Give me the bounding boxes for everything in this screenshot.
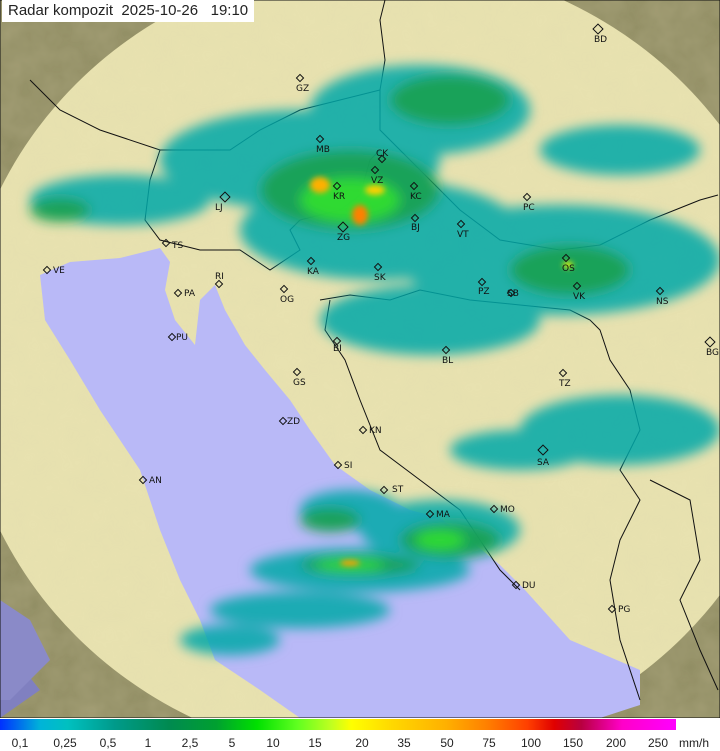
city-label: SB	[507, 289, 519, 299]
adriatic-sea	[40, 248, 640, 718]
tyrrhenian-sea	[0, 600, 50, 700]
city-label: GS	[293, 378, 306, 388]
radar-map	[0, 0, 720, 718]
city-label: ST	[392, 485, 404, 495]
city-label: PZ	[478, 287, 490, 297]
city-label: KN	[369, 426, 382, 436]
city-label: PG	[618, 605, 631, 615]
city-label: NS	[656, 297, 669, 307]
city-label: MO	[500, 505, 515, 515]
legend-tick-label: 5	[228, 736, 236, 750]
city-label: TZ	[559, 379, 571, 389]
city-label: SI	[344, 461, 353, 471]
city-label: KA	[307, 267, 319, 277]
city-label: KC	[410, 192, 422, 202]
city-label: RI	[215, 272, 224, 282]
city-label: VZ	[371, 176, 384, 186]
legend-tick-label: 10	[266, 736, 280, 750]
legend-tick-label: 1	[144, 736, 152, 750]
radar-echoes	[30, 65, 720, 655]
city-label: SA	[537, 458, 550, 468]
legend-tick-label: 20	[355, 736, 369, 750]
legend-tick-label: 35	[397, 736, 411, 750]
city-label: BL	[442, 356, 454, 366]
city-label: PC	[523, 203, 535, 213]
map-title: Radar kompozit 2025-10-26 19:10	[2, 0, 255, 22]
legend-tick-label: 0,1	[11, 736, 29, 750]
legend-tick-label: 100	[520, 736, 542, 750]
city-label: PA	[184, 289, 196, 299]
city-label: BI	[333, 344, 342, 354]
city-label: MA	[436, 510, 450, 520]
legend-tick-label: 75	[482, 736, 496, 750]
legend-tick-label: 15	[308, 736, 322, 750]
city-label: ZD	[287, 417, 301, 427]
city-label: BJ	[411, 223, 420, 233]
legend-tick-label: 0,25	[53, 736, 77, 750]
legend-tick-label: 50	[440, 736, 454, 750]
city-label: TS	[172, 241, 184, 251]
city-label: ZG	[337, 233, 351, 243]
city-label: BG	[706, 348, 719, 358]
city-label: BD	[594, 35, 608, 45]
city-label: CK	[376, 149, 389, 159]
city-label: PU	[176, 333, 189, 343]
city-label: KR	[333, 192, 346, 202]
city-label: OS	[562, 264, 575, 274]
heavy-echoes	[310, 177, 573, 566]
city-label: AN	[149, 476, 162, 486]
legend-tick-label: 150	[562, 736, 584, 750]
city-label: VK	[573, 292, 586, 302]
legend-tick-label: 200	[605, 736, 627, 750]
legend-tick-label: 2,5	[181, 736, 199, 750]
legend-unit: mm/h	[679, 736, 709, 750]
city-label: LJ	[215, 203, 223, 213]
city-label: VT	[457, 230, 469, 240]
legend-tick-label: 0,5	[99, 736, 117, 750]
city-label: SK	[374, 273, 386, 283]
city-label: DU	[522, 581, 536, 591]
legend-tick-label: 250	[647, 736, 669, 750]
city-label: VE	[53, 266, 65, 276]
city-label: MB	[316, 145, 330, 155]
city-label: OG	[280, 295, 295, 305]
color-scale-bar	[0, 719, 676, 730]
city-label: GZ	[296, 84, 310, 94]
